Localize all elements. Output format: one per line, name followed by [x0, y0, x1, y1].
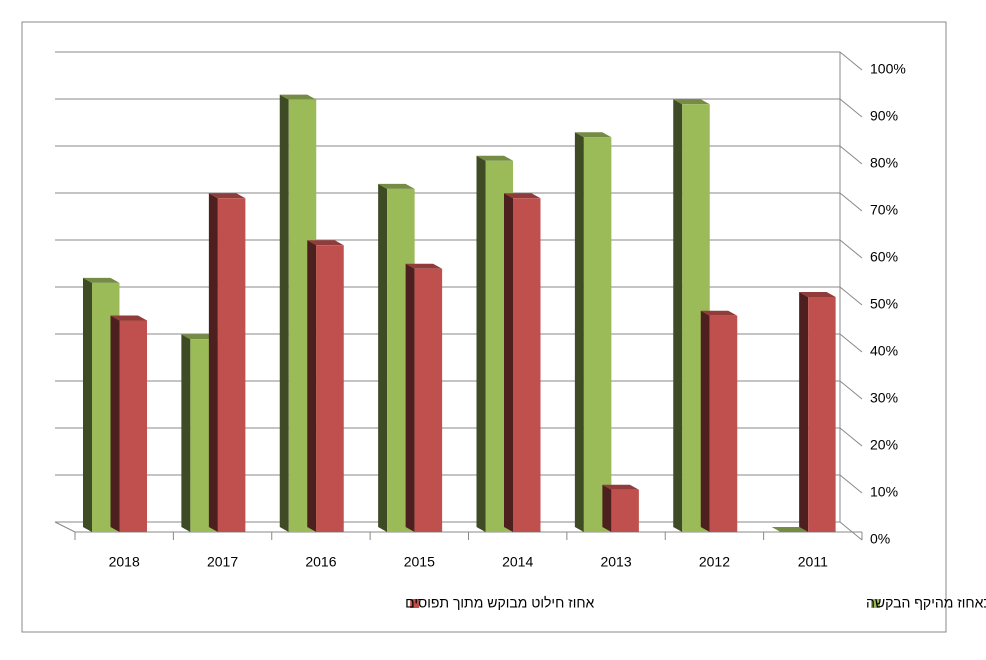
floor-edge: [54, 521, 76, 533]
y-tick: [839, 286, 863, 306]
bar-side: [504, 193, 513, 533]
y-tick-label: 40%: [870, 343, 898, 359]
bar-top: [504, 193, 541, 199]
x-tick-label: 2011: [798, 554, 828, 570]
bar-side: [405, 263, 415, 532]
bar-side: [110, 315, 120, 532]
bar-side: [279, 94, 289, 532]
bar-top: [673, 99, 710, 105]
legend-label: הסכום שנלקח בסוף ההליך (לרבות תשלומי מיס…: [866, 595, 986, 611]
bar-side: [181, 334, 191, 532]
bar-side: [307, 240, 317, 533]
y-tick-label: 60%: [870, 249, 898, 265]
bar-side: [673, 99, 683, 533]
bar-top: [700, 310, 738, 316]
bar-side: [602, 484, 612, 532]
y-tick-label: 20%: [870, 437, 898, 453]
y-tick: [839, 333, 863, 353]
bar: [808, 297, 836, 532]
bar: [611, 489, 639, 532]
bar-top: [476, 155, 513, 161]
x-tick-label: 2012: [699, 554, 730, 570]
bar: [709, 315, 738, 532]
bar: [414, 268, 443, 532]
x-tick-label: 2014: [502, 554, 533, 570]
x-tick-label: 2015: [404, 554, 435, 570]
bar-top: [181, 334, 218, 340]
bar-side: [700, 310, 710, 532]
bar-top: [208, 193, 246, 199]
y-tick-label: 50%: [870, 296, 898, 312]
y-tick: [839, 521, 863, 541]
bar: [217, 198, 246, 533]
bar-top: [574, 132, 612, 138]
bar-side: [574, 132, 584, 532]
y-tick-label: 100%: [870, 61, 906, 77]
y-tick: [839, 51, 863, 71]
y-tick-label: 10%: [870, 484, 898, 500]
bar-top: [279, 94, 317, 100]
y-tick: [839, 427, 863, 447]
legend-swatch: [410, 599, 420, 608]
y-tick-label: 0%: [870, 531, 890, 547]
y-tick-label: 70%: [870, 202, 898, 218]
x-tick-label: 2017: [207, 554, 238, 570]
bar: [513, 198, 541, 533]
y-tick: [839, 474, 863, 494]
y-tick: [839, 239, 863, 259]
bar-side: [799, 292, 809, 532]
x-tick-label: 2016: [305, 554, 336, 570]
bar-top: [602, 484, 639, 490]
bar: [119, 320, 147, 532]
bar: [583, 137, 612, 532]
bar-side: [476, 155, 486, 532]
bar-top: [771, 527, 809, 532]
y-tick-label: 30%: [870, 390, 898, 406]
bar-top: [83, 277, 120, 283]
y-tick: [839, 192, 863, 212]
bar-side: [83, 277, 92, 532]
bar-top: [378, 183, 415, 189]
y-tick-label: 90%: [870, 108, 898, 124]
y-tick-label: 80%: [870, 155, 898, 171]
bar-top: [799, 292, 836, 297]
bar: [316, 245, 344, 533]
legend-label: אחוז חילוט מבוקש מתוך תפוסים: [405, 595, 594, 611]
bar-top: [405, 263, 443, 269]
bar-side: [208, 193, 218, 533]
bar-top: [110, 315, 147, 321]
legend-swatch: [871, 599, 880, 608]
x-tick-label: 2013: [600, 554, 631, 570]
y-tick: [839, 145, 863, 165]
y-tick: [839, 98, 863, 118]
x-tick-label: 2018: [109, 554, 140, 570]
y-tick: [839, 380, 863, 400]
bar-side: [378, 183, 388, 532]
bar-top: [307, 240, 344, 246]
